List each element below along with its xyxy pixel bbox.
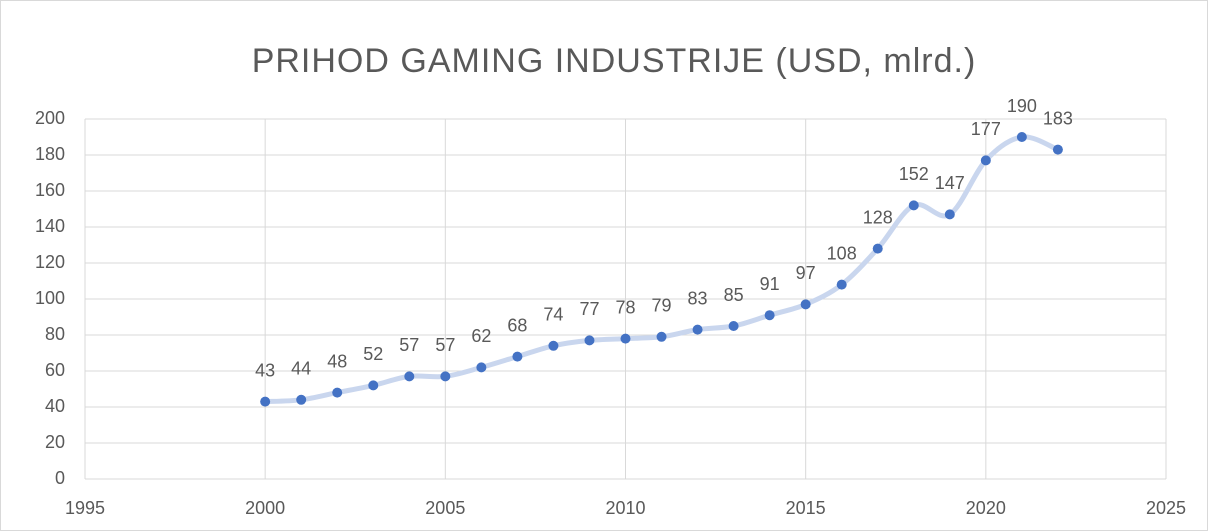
x-tick-label: 2000 bbox=[245, 498, 285, 518]
data-point bbox=[296, 394, 307, 405]
y-tick-label: 20 bbox=[45, 432, 65, 452]
data-label: 85 bbox=[724, 285, 744, 305]
data-label: 68 bbox=[507, 315, 527, 335]
data-point bbox=[620, 333, 631, 344]
y-tick-label: 100 bbox=[35, 288, 65, 308]
x-tick-label: 2010 bbox=[605, 498, 645, 518]
y-tick-label: 0 bbox=[55, 468, 65, 488]
data-label: 183 bbox=[1043, 108, 1073, 128]
data-point bbox=[1052, 144, 1063, 155]
data-point bbox=[908, 200, 919, 211]
data-point bbox=[980, 155, 991, 166]
y-tick-label: 120 bbox=[35, 252, 65, 272]
y-tick-label: 60 bbox=[45, 360, 65, 380]
x-tick-label: 2020 bbox=[966, 498, 1006, 518]
y-tick-label: 200 bbox=[35, 108, 65, 128]
data-label: 152 bbox=[899, 164, 929, 184]
data-label: 147 bbox=[935, 173, 965, 193]
data-point bbox=[944, 209, 955, 220]
data-label: 79 bbox=[652, 296, 672, 316]
data-label: 77 bbox=[579, 299, 599, 319]
data-point bbox=[368, 380, 379, 391]
data-label: 57 bbox=[399, 335, 419, 355]
data-point bbox=[440, 371, 451, 382]
data-label: 43 bbox=[255, 360, 275, 380]
x-tick-label: 2005 bbox=[425, 498, 465, 518]
x-tick-label: 1995 bbox=[65, 498, 105, 518]
data-label: 78 bbox=[615, 297, 635, 317]
data-label: 190 bbox=[1007, 96, 1037, 116]
data-label: 48 bbox=[327, 351, 347, 371]
data-label: 57 bbox=[435, 335, 455, 355]
data-point bbox=[872, 243, 883, 254]
data-point bbox=[836, 279, 847, 290]
y-tick-label: 140 bbox=[35, 216, 65, 236]
data-label: 62 bbox=[471, 326, 491, 346]
y-tick-label: 40 bbox=[45, 396, 65, 416]
data-point bbox=[548, 340, 559, 351]
x-tick-label: 2025 bbox=[1146, 498, 1186, 518]
y-tick-label: 160 bbox=[35, 180, 65, 200]
y-tick-label: 180 bbox=[35, 144, 65, 164]
data-point bbox=[332, 387, 343, 398]
data-label: 44 bbox=[291, 359, 311, 379]
data-point bbox=[1016, 132, 1027, 142]
data-point bbox=[404, 371, 415, 382]
data-label: 91 bbox=[760, 274, 780, 294]
data-label: 74 bbox=[543, 305, 563, 325]
data-point bbox=[584, 335, 595, 346]
data-point bbox=[260, 396, 271, 407]
x-tick-label: 2015 bbox=[786, 498, 826, 518]
data-label: 108 bbox=[827, 243, 857, 263]
data-point bbox=[692, 324, 703, 335]
data-point bbox=[800, 299, 811, 310]
data-point bbox=[512, 351, 523, 362]
data-label: 52 bbox=[363, 344, 383, 364]
data-point bbox=[764, 310, 775, 321]
chart-title: PRIHOD GAMING INDUSTRIJE (USD, mlrd.) bbox=[252, 42, 977, 80]
data-point bbox=[476, 362, 487, 373]
data-label: 128 bbox=[863, 207, 893, 227]
data-label: 83 bbox=[688, 288, 708, 308]
data-point bbox=[728, 321, 739, 331]
data-label: 177 bbox=[971, 119, 1001, 139]
data-point bbox=[656, 331, 667, 342]
y-tick-label: 80 bbox=[45, 324, 65, 344]
data-label: 97 bbox=[796, 263, 816, 283]
